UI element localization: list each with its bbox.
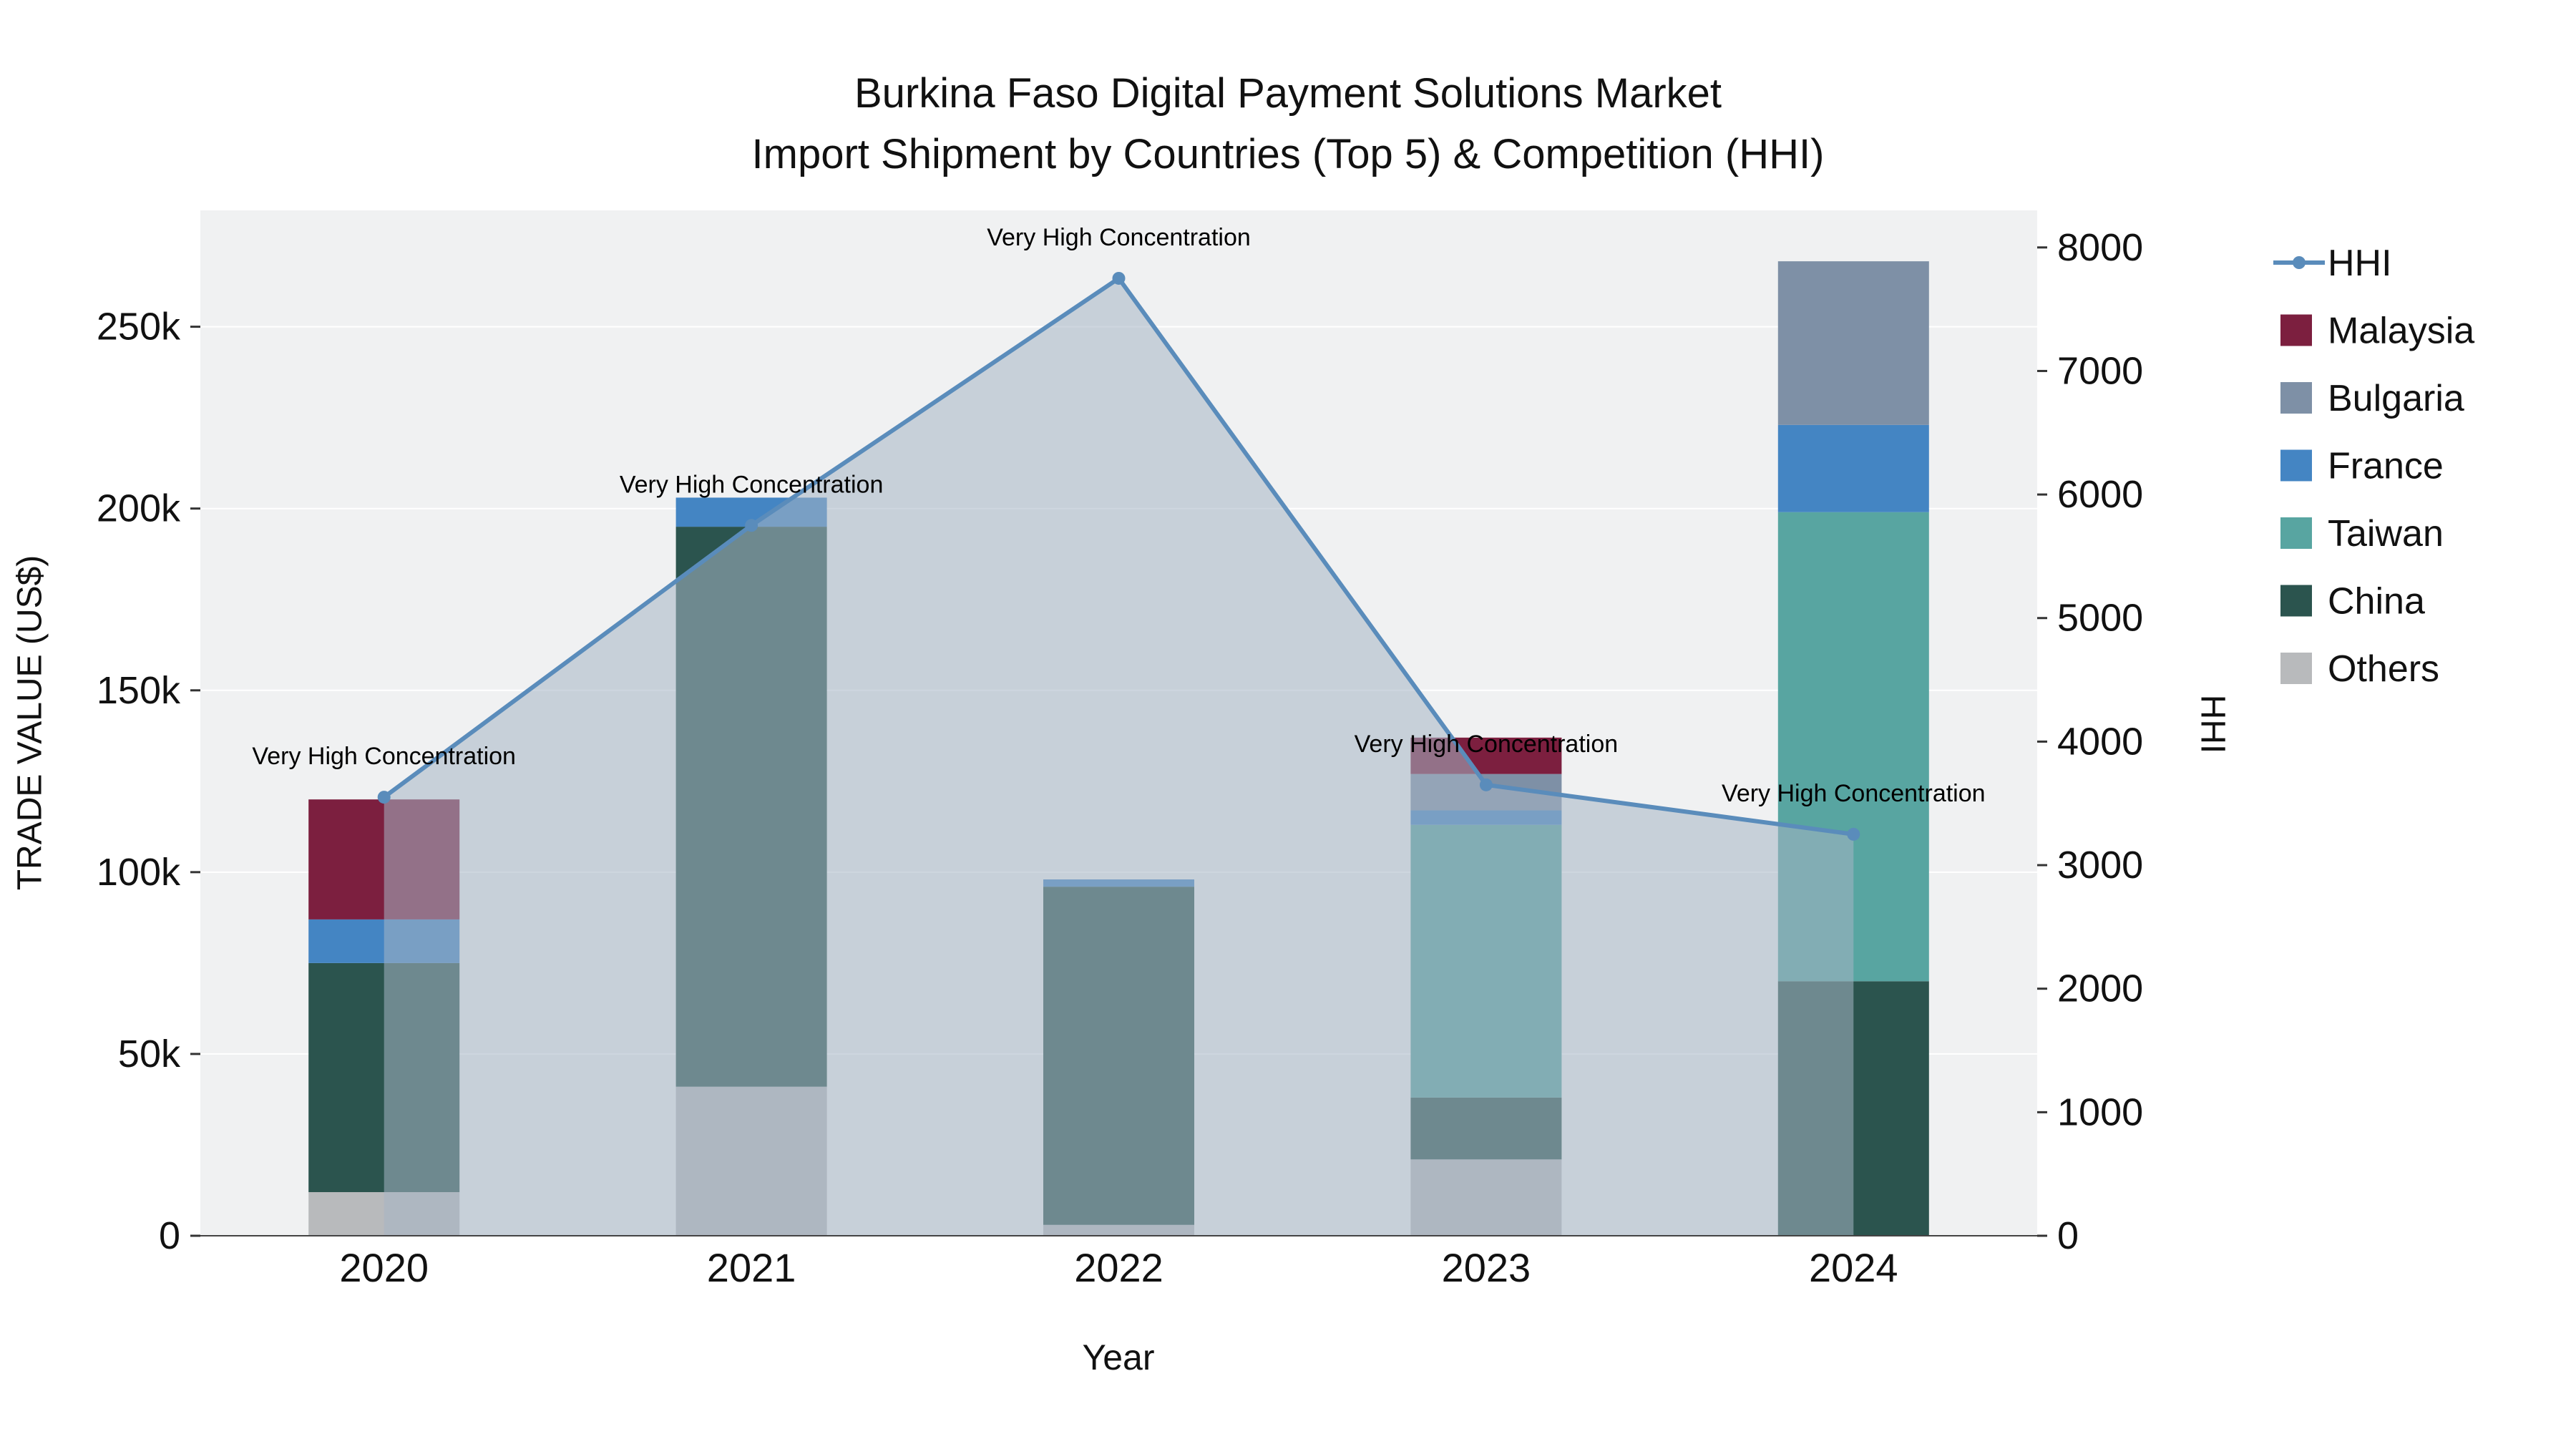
legend-item-malaysia[interactable]: Malaysia [2280,311,2474,352]
annotation-2020: Very High Concentration [252,743,516,770]
y-right-tick-label: 2000 [2057,967,2143,1010]
y-left-tick-label: 50k [118,1033,181,1075]
y-left-tick-label: 250k [97,306,181,348]
y-right-tick-label: 3000 [2057,844,2143,887]
bar-segment-bulgaria-2024 [1777,261,1929,425]
legend-label: Taiwan [2328,513,2444,555]
y-right-tick-label: 0 [2057,1214,2079,1257]
y-left-axis-title: TRADE VALUE (US$) [11,555,49,891]
legend-label: Bulgaria [2328,378,2464,419]
y-right-tick-label: 4000 [2057,720,2143,763]
x-tick-2021: 2021 [707,1245,796,1290]
chart-title: Burkina Faso Digital Payment Solutions M… [854,70,1722,117]
legend-label: China [2328,581,2425,623]
annotation-2024: Very High Concentration [1722,780,1986,807]
y-right-tick-label: 8000 [2057,226,2143,269]
chart-subtitle: Import Shipment by Countries (Top 5) & C… [751,131,1825,177]
hhi-point-2023 [1479,778,1493,791]
x-tick-2020: 2020 [339,1245,429,1290]
legend-swatch [2280,653,2312,684]
x-tick-2023: 2023 [1442,1245,1531,1290]
legend-swatch [2280,314,2312,346]
annotation-2021: Very High Concentration [620,471,884,498]
hhi-point-2021 [745,519,758,532]
x-tick-2024: 2024 [1809,1245,1898,1290]
hhi-point-2022 [1112,271,1126,285]
legend-label: Malaysia [2328,311,2474,352]
y-right-tick-label: 7000 [2057,349,2143,392]
y-right-tick-label: 5000 [2057,597,2143,640]
y-left-tick-label: 200k [97,487,181,530]
legend-swatch [2280,382,2312,414]
hhi-point-2024 [1847,827,1860,841]
x-axis-title: Year [1082,1337,1155,1377]
legend-label: HHI [2328,243,2392,284]
y-right-tick-label: 6000 [2057,473,2143,516]
y-left-tick-label: 100k [97,851,181,894]
hhi-point-2020 [377,791,391,804]
y-right-tick-label: 1000 [2057,1091,2143,1133]
y-left-tick-label: 0 [159,1214,180,1257]
legend-item-others[interactable]: Others [2280,648,2439,690]
legend-item-taiwan[interactable]: Taiwan [2280,513,2444,555]
y-right-axis-title: HHI [2193,694,2232,754]
legend-item-bulgaria[interactable]: Bulgaria [2280,378,2464,419]
legend-label: France [2328,446,2444,487]
hhi-area [384,278,1854,1236]
legend-item-hhi[interactable]: HHI [2273,243,2392,284]
x-tick-2022: 2022 [1074,1245,1163,1290]
annotation-2023: Very High Concentration [1355,731,1619,758]
legend-label: Others [2328,648,2439,690]
legend-swatch [2280,449,2312,482]
legend-swatch [2280,585,2312,617]
y-left-tick-label: 150k [97,669,181,712]
annotation-2022: Very High Concentration [987,224,1251,251]
legend-item-china[interactable]: China [2280,581,2425,623]
legend-marker-sample [2293,256,2306,269]
legend-swatch [2280,517,2312,549]
bar-segment-france-2024 [1777,424,1929,512]
legend-item-france[interactable]: France [2280,446,2444,487]
